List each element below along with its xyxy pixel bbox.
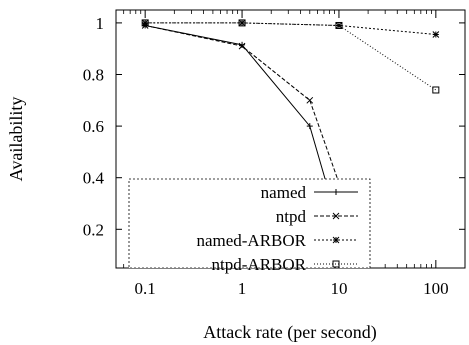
series-line-named (145, 24, 340, 227)
legend-label: named (261, 183, 307, 202)
data-point-named (239, 41, 246, 48)
y-tick-label: 0.4 (83, 169, 105, 188)
x-tick-label: 100 (423, 279, 449, 298)
y-tick-label: 0.2 (83, 220, 104, 239)
data-point-named-ARBOR (335, 22, 343, 29)
series-line-named-ARBOR (145, 22, 436, 36)
series-line-ntpd-ARBOR (145, 22, 437, 91)
y-tick-label: 0.6 (83, 117, 104, 136)
x-axis-label: Attack rate (per second) (203, 322, 376, 343)
legend-marker (333, 189, 339, 195)
legend-label: ntpd-ARBOR (212, 255, 307, 274)
y-axis-label: Availability (6, 97, 26, 182)
data-point-ntpd-ARBOR (432, 86, 440, 94)
x-tick-label: 1 (238, 279, 247, 298)
legend-marker (332, 236, 340, 244)
y-tick-label: 0.8 (83, 66, 104, 85)
data-point-ntpd-ARBOR (335, 21, 343, 29)
legend: named ntpd named-ARBOR ntpd-ARBOR (128, 178, 371, 274)
data-point-ntpd-ARBOR (141, 19, 149, 27)
legend-label: ntpd (276, 207, 307, 226)
y-tick-label: 1 (96, 14, 105, 33)
x-tick-label: 10 (330, 279, 347, 298)
data-point-ntpd-ARBOR (238, 19, 246, 27)
data-point-named (306, 123, 313, 130)
data-point-ntpd (306, 96, 314, 104)
series-line-ntpd (145, 24, 340, 184)
x-tick-label: 0.1 (135, 279, 156, 298)
data-point-ntpd (238, 42, 246, 50)
legend-label: named-ARBOR (196, 231, 306, 250)
legend-marker (332, 260, 340, 268)
legend-box (128, 178, 371, 269)
legend-marker (332, 212, 340, 220)
data-point-named-ARBOR (432, 31, 440, 38)
y-axis: 0.2 0.4 0.6 0.8 1 (83, 14, 465, 239)
